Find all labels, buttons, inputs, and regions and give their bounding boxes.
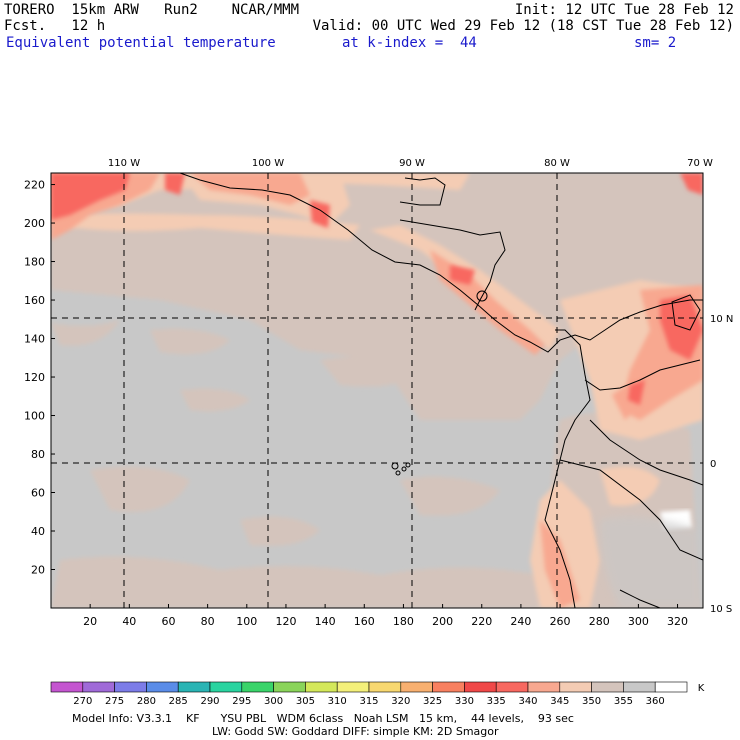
colorbar-swatch <box>305 681 338 693</box>
colorbar-label: 340 <box>518 696 537 707</box>
colorbar-swatch <box>623 681 656 693</box>
colorbar-swatch <box>559 681 592 693</box>
level-label: at k-index = 44 <box>342 35 477 51</box>
y-tick-label: 60 <box>31 487 45 500</box>
longitude-label: 110 W <box>108 158 140 169</box>
x-tick-label: 240 <box>510 615 531 628</box>
colorbar-swatch <box>209 681 243 693</box>
y-tick-label: 100 <box>24 410 45 423</box>
init-time: Init: 12 UTC Tue 28 Feb 12 <box>514 2 734 18</box>
colorbar-label: 300 <box>264 696 283 707</box>
x-axis: 20 40 60 80 100 120 140 160 180 200 220 240 260 280 30… <box>83 604 688 628</box>
colorbar-swatch <box>654 681 688 693</box>
colorbar-swatch <box>400 681 433 693</box>
colorbar-label: 275 <box>105 696 124 707</box>
colorbar-label: 310 <box>328 696 347 707</box>
longitude-label: 90 W <box>399 158 425 169</box>
x-tick-label: 320 <box>667 615 688 628</box>
plot-frame <box>50 172 704 609</box>
latitude-label: 10 N <box>710 314 733 325</box>
colorbar-label: 360 <box>646 696 665 707</box>
colorbar-swatch <box>146 681 179 693</box>
y-tick-label: 80 <box>31 448 45 461</box>
colorbar-swatch <box>241 681 274 693</box>
y-tick-label: 160 <box>24 294 45 307</box>
x-tick-label: 40 <box>122 615 136 628</box>
colorbar-label: 270 <box>73 696 92 707</box>
x-tick-label: 300 <box>628 615 649 628</box>
x-tick-label: 160 <box>354 615 375 628</box>
colorbar-swatch <box>368 681 402 693</box>
y-tick-label: 200 <box>24 217 45 230</box>
colorbar-swatch <box>50 681 84 693</box>
y-tick-label: 120 <box>24 371 45 384</box>
colorbar-swatch <box>464 681 497 693</box>
latitude-label: 10 S <box>710 604 732 615</box>
colorbar-label: 350 <box>582 696 601 707</box>
colorbar-label: 285 <box>169 696 188 707</box>
x-tick-label: 100 <box>236 615 257 628</box>
valid-time: Valid: 00 UTC Wed 29 Feb 12 (18 CST Tue … <box>312 18 734 34</box>
colorbar-label: 295 <box>232 696 251 707</box>
longitude-label: 80 W <box>544 158 570 169</box>
colorbar-label: 290 <box>200 696 219 707</box>
colorbar-swatch <box>591 681 624 693</box>
colorbar-swatch <box>336 681 370 693</box>
model-title: TORERO 15km ARW Run2 NCAR/MMM <box>4 2 300 18</box>
y-tick-label: 180 <box>24 256 45 269</box>
colorbar-label: 280 <box>137 696 156 707</box>
longitude-label: 70 W <box>687 158 713 169</box>
colorbar-swatch <box>527 681 561 693</box>
y-axis: 20 40 60 80 100 120 140 160 180 200 220 <box>24 179 55 577</box>
x-tick-label: 180 <box>393 615 414 628</box>
x-tick-label: 60 <box>161 615 175 628</box>
field-name: Equivalent potential temperature <box>6 35 276 51</box>
theta-e-field <box>51 173 703 608</box>
colorbar-label: 355 <box>614 696 633 707</box>
forecast-hour: Fcst. 12 h <box>4 18 106 34</box>
colorbar-unit: K <box>698 683 705 694</box>
colorbar-label: 315 <box>359 696 378 707</box>
y-tick-label: 140 <box>24 333 45 346</box>
coastlines <box>179 173 703 608</box>
colorbar-swatch <box>495 681 529 693</box>
colorbar-swatch <box>432 681 465 693</box>
colorbar-label: 325 <box>423 696 442 707</box>
colorbar-label: 330 <box>455 696 474 707</box>
longitude-label: 100 W <box>252 158 284 169</box>
longitude-labels: 110 W 100 W 90 W 80 W 70 W <box>108 158 713 169</box>
model-info: Model Info: V3.3.1 KF YSU PBL WDM 6class… <box>72 712 574 725</box>
x-tick-label: 80 <box>201 615 215 628</box>
y-tick-label: 220 <box>24 179 45 192</box>
x-tick-label: 220 <box>471 615 492 628</box>
x-tick-label: 200 <box>432 615 453 628</box>
colorbar-swatch <box>114 681 147 693</box>
y-tick-label: 20 <box>31 564 45 577</box>
latitude-label: 0 <box>710 459 716 470</box>
colorbar-label: 345 <box>550 696 569 707</box>
colorbar-label: 320 <box>391 696 410 707</box>
x-tick-label: 280 <box>589 615 610 628</box>
smoothing-label: sm= 2 <box>634 35 677 51</box>
graticule <box>51 173 703 608</box>
x-tick-label: 260 <box>550 615 571 628</box>
colorbar-swatch <box>82 681 115 693</box>
colorbar-swatch <box>273 681 306 693</box>
colorbar-label: 305 <box>296 696 315 707</box>
y-tick-label: 40 <box>31 525 45 538</box>
colorbar: 270 275 280 285 290 295 300 305 310 315 320 325 330 3… <box>50 681 705 707</box>
latitude-labels: 10 N 0 10 S <box>710 314 733 615</box>
x-tick-label: 20 <box>83 615 97 628</box>
physics-info: LW: Godd SW: Goddard DIFF: simple KM: 2D… <box>212 725 499 738</box>
colorbar-swatch <box>177 681 211 693</box>
x-tick-label: 140 <box>315 615 336 628</box>
x-tick-label: 120 <box>275 615 296 628</box>
colorbar-label: 335 <box>487 696 506 707</box>
